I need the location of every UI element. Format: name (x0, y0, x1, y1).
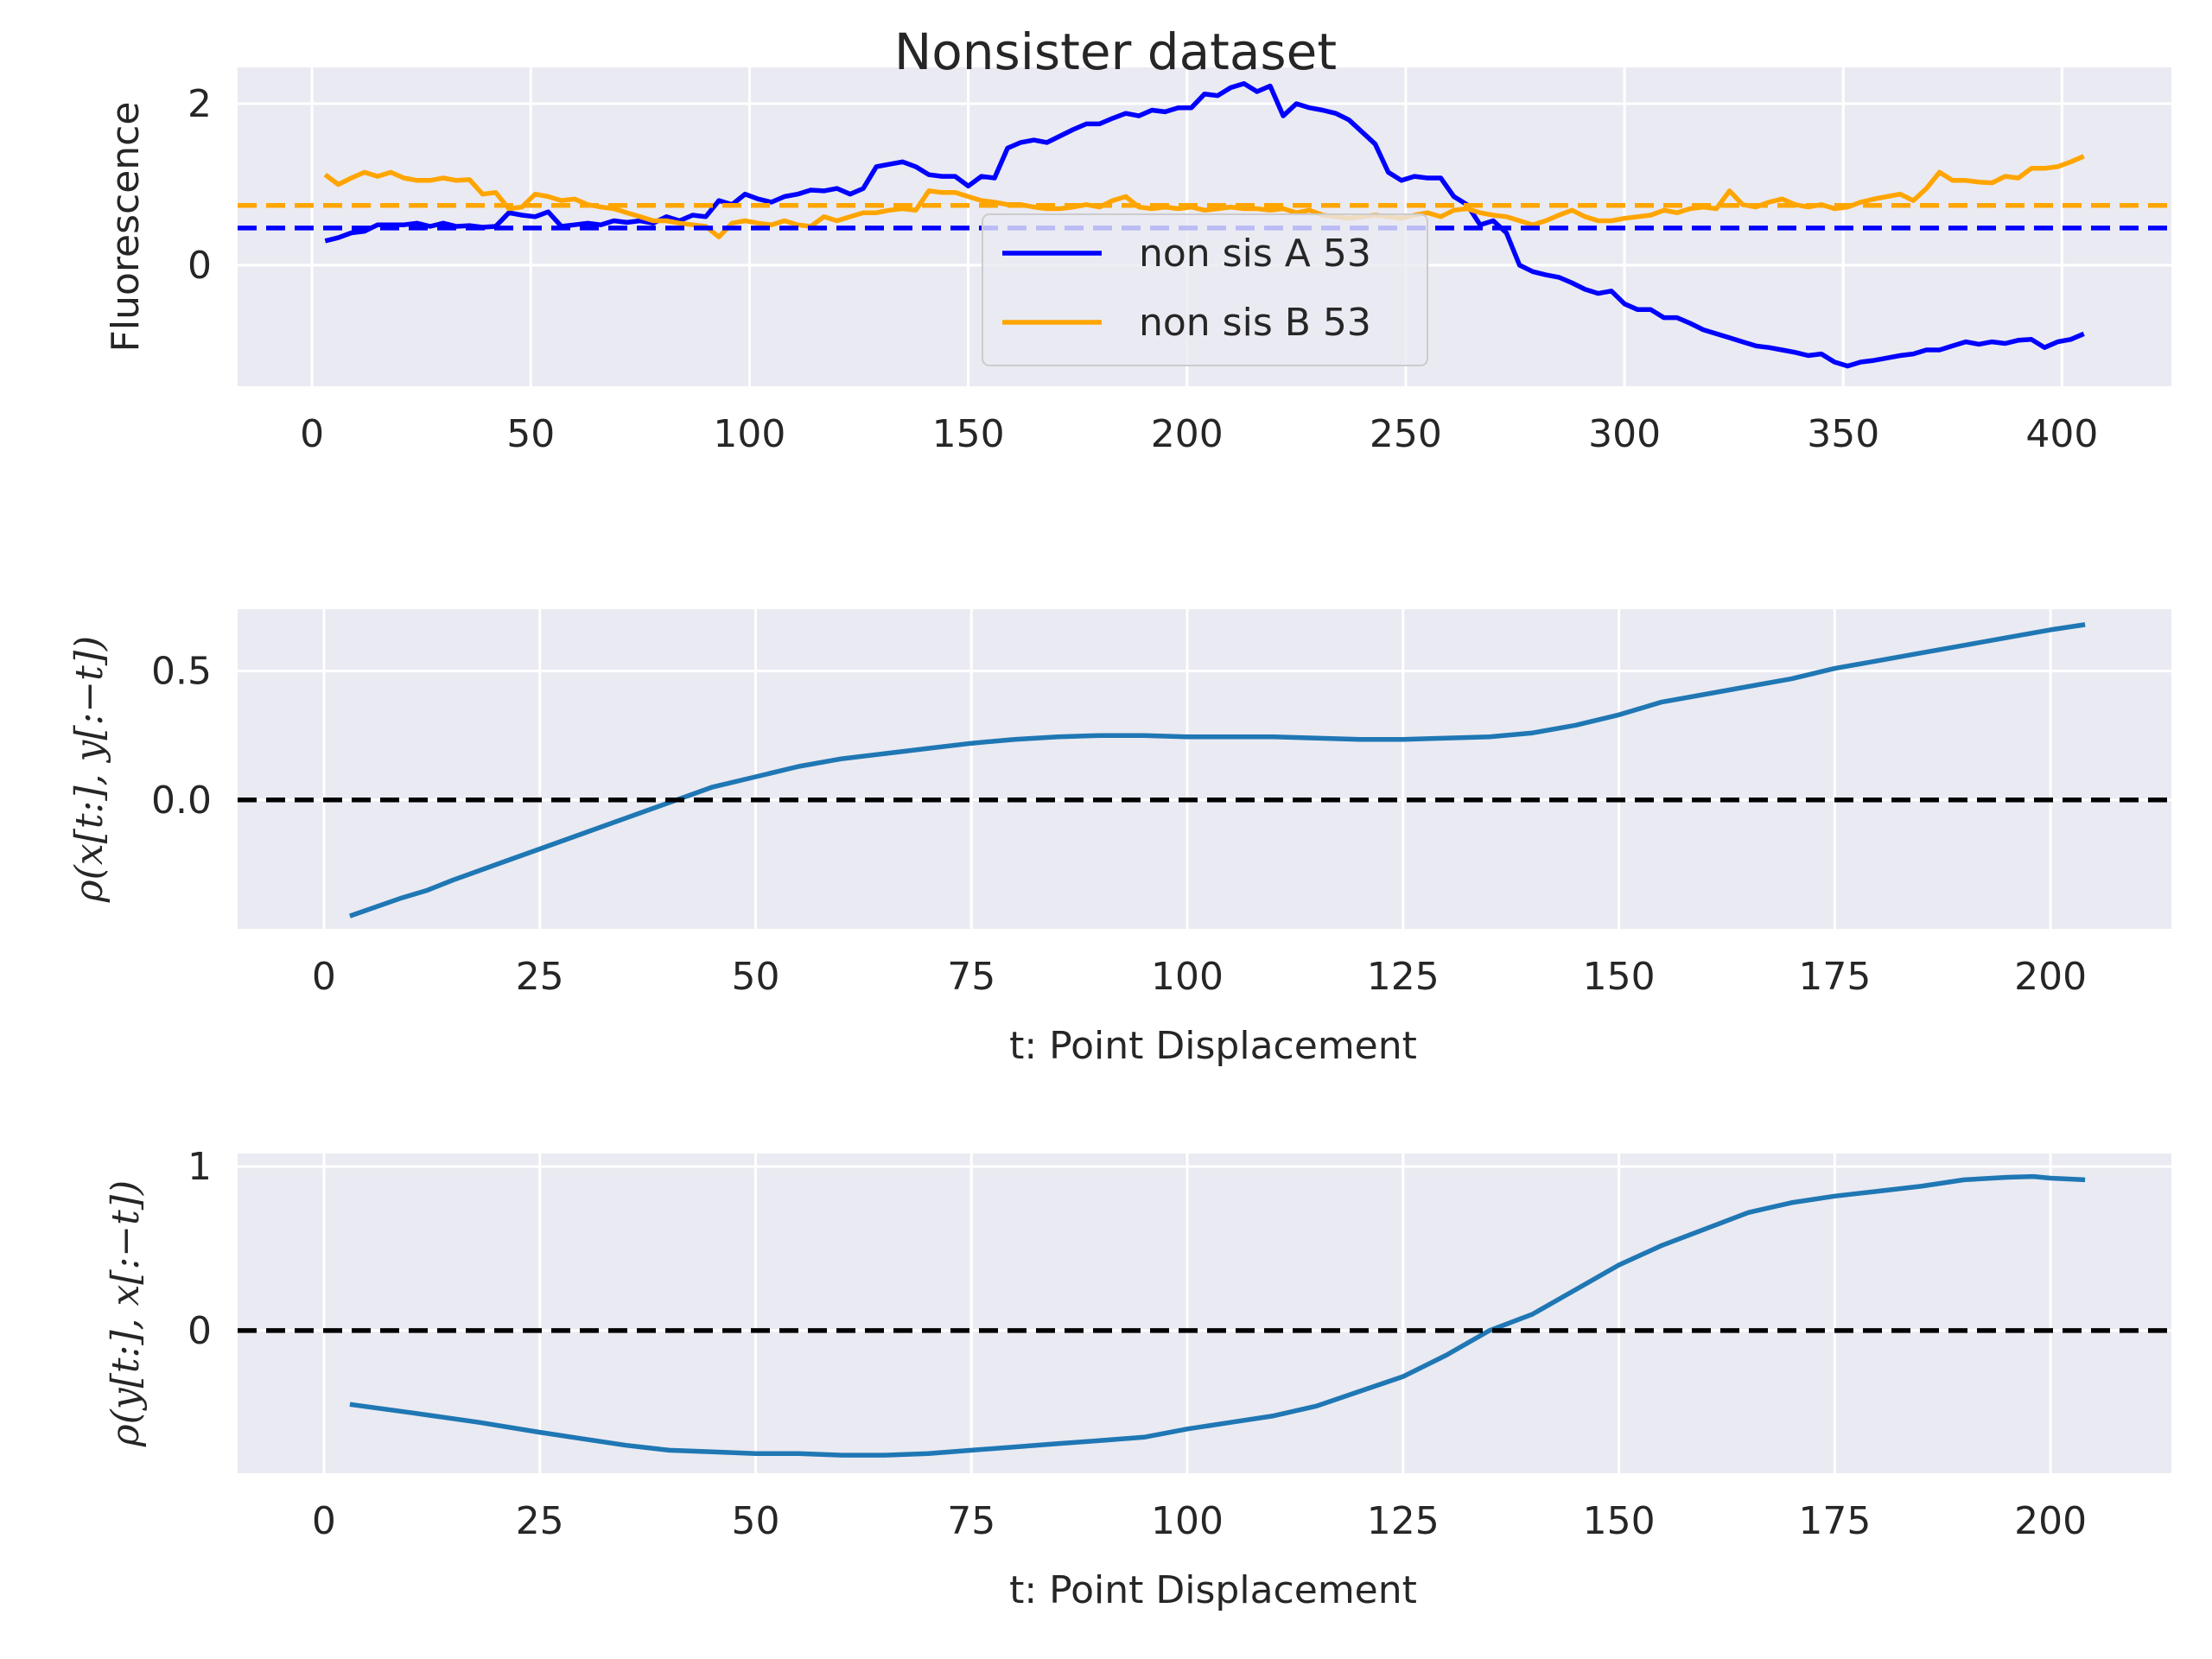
y-tick-label: 2 (188, 82, 212, 126)
y-axis-label: ρ(y[t:], x[:−t]) (104, 1180, 148, 1447)
x-tick-label: 25 (516, 1499, 564, 1543)
x-tick-label: 100 (1151, 955, 1224, 999)
x-tick-label: 150 (1583, 1499, 1656, 1543)
legend: non sis A 53 non sis B 53 (982, 213, 1428, 366)
x-axis-label: t: Point Displacement (1009, 1568, 1417, 1612)
y-tick-label: 0 (188, 1309, 212, 1353)
x-tick-label: 200 (2014, 955, 2087, 999)
subplot-1: 0 50 100 150 200 250 300 350 400 0 2 Fluorescence no… (104, 67, 2171, 456)
y-axis-label: ρ(x[t:], y[:−t]) (67, 636, 111, 903)
x-tick-label: 300 (1588, 412, 1661, 456)
series-line-1 (348, 622, 2086, 918)
legend-label: non sis A 53 (1139, 232, 1371, 276)
y-tick-label: 0.5 (151, 650, 212, 694)
x-tick-label: 100 (713, 412, 785, 456)
x-tick-label: 200 (2014, 1499, 2087, 1543)
x-tick-label: 0 (300, 412, 324, 456)
x-tick-label: 75 (947, 955, 995, 999)
x-tick-label: 150 (1583, 955, 1656, 999)
y-tick-label: 0 (188, 244, 212, 288)
x-tick-label: 200 (1151, 412, 1224, 456)
x-tick-label: 75 (947, 1499, 995, 1543)
x-tick-label: 250 (1370, 412, 1442, 456)
y-tick-label: 1 (188, 1145, 212, 1189)
x-tick-label: 50 (731, 1499, 779, 1543)
x-tick-label: 25 (516, 955, 564, 999)
x-tick-label: 150 (932, 412, 1005, 456)
series-line-1 (349, 1173, 2086, 1458)
x-axis-label: t: Point Displacement (1009, 1024, 1417, 1068)
y-axis-label: Fluorescence (104, 102, 148, 353)
plot-area (238, 1154, 2171, 1473)
series-line-2 (323, 154, 2085, 239)
figure-title: Nonsister dataset (894, 22, 1337, 81)
x-tick-label: 125 (1367, 1499, 1440, 1543)
x-tick-label: 350 (1807, 412, 1879, 456)
x-tick-label: 0 (312, 955, 336, 999)
plot-area (238, 609, 2171, 929)
y-tick-label: 0.0 (151, 779, 212, 823)
x-tick-label: 50 (506, 412, 555, 456)
x-tick-label: 125 (1367, 955, 1440, 999)
x-tick-label: 175 (1798, 1499, 1871, 1543)
x-tick-label: 50 (731, 955, 779, 999)
subplot-3: 0 25 50 75 100 125 150 175 200 0 1 ρ(y[t:], x[:−t])… (104, 1145, 2171, 1612)
subplot-2: 0 25 50 75 100 125 150 175 200 0.0 0.5 ρ(x[t:], y[:… (67, 609, 2171, 1068)
legend-label: non sis B 53 (1139, 301, 1371, 345)
x-tick-label: 100 (1151, 1499, 1224, 1543)
series-line-1 (324, 80, 2085, 369)
x-tick-label: 175 (1798, 955, 1871, 999)
x-tick-label: 400 (2025, 412, 2098, 456)
x-tick-label: 0 (312, 1499, 336, 1543)
